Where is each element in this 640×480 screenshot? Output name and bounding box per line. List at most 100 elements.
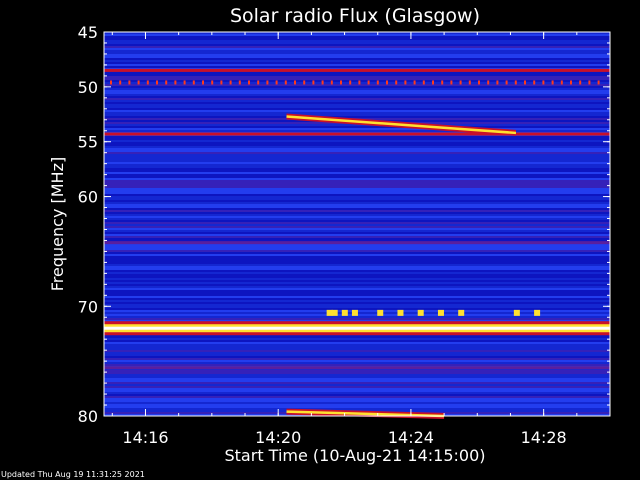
- heatmap-stripe: [104, 386, 610, 388]
- interference-dot: [441, 80, 444, 85]
- heatmap-stripe: [104, 98, 610, 100]
- heatmap-stripe: [104, 186, 610, 188]
- heatmap-stripe: [104, 180, 610, 182]
- interference-dot: [395, 80, 398, 85]
- heatmap-stripe: [104, 140, 610, 142]
- heatmap-stripe: [104, 56, 610, 58]
- heatmap-stripe: [104, 262, 610, 264]
- interference-dot: [358, 80, 361, 85]
- heatmap-stripe: [104, 344, 610, 346]
- heatmap-stripe: [104, 378, 610, 380]
- heatmap-stripe: [104, 102, 610, 104]
- interference-burst: [513, 309, 520, 316]
- heatmap-stripe: [104, 246, 610, 248]
- constant-band: [104, 326, 610, 330]
- heatmap-stripe: [104, 264, 610, 266]
- heatmap-stripe: [104, 182, 610, 184]
- heatmap-stripe: [104, 82, 610, 84]
- y-tick-label: 80: [78, 407, 98, 426]
- interference-dot: [514, 80, 517, 85]
- heatmap-stripe: [104, 398, 610, 400]
- heatmap-stripe: [104, 274, 610, 276]
- heatmap-stripe: [104, 80, 610, 82]
- interference-burst: [534, 309, 541, 316]
- heatmap-stripe: [104, 104, 610, 106]
- y-tick-label: 60: [78, 188, 98, 207]
- heatmap-stripe: [104, 254, 610, 256]
- heatmap-stripe: [104, 286, 610, 288]
- heatmap-stripe: [104, 188, 610, 190]
- heatmap-stripe: [104, 214, 610, 216]
- interference-dot: [119, 80, 122, 85]
- interference-dot: [110, 80, 112, 85]
- constant-band: [104, 241, 610, 245]
- y-axis: 45 50 55 60 70 80: [78, 23, 610, 426]
- heatmap-stripe: [104, 92, 610, 94]
- interference-dot: [560, 80, 563, 85]
- heatmap-stripe: [104, 268, 610, 270]
- heatmap-stripe: [104, 402, 610, 404]
- heatmap-stripe: [104, 256, 610, 258]
- interference-dot: [156, 80, 158, 85]
- heatmap-stripe: [104, 124, 610, 126]
- x-tick-label: 14:16: [122, 428, 168, 447]
- heatmap-stripe: [104, 390, 610, 392]
- interference-dot: [312, 80, 315, 85]
- interference-burst: [331, 309, 338, 316]
- heatmap-stripe: [104, 224, 610, 226]
- heatmap-stripe: [104, 114, 610, 116]
- plot-frame: [103, 31, 611, 417]
- heatmap-stripe: [104, 370, 610, 372]
- heatmap-stripe: [104, 270, 610, 272]
- heatmap-stripe: [104, 148, 610, 150]
- heatmap-stripe: [104, 244, 610, 246]
- y-tick-label: 50: [78, 78, 98, 97]
- x-tick-label: 14:20: [255, 428, 301, 447]
- heatmap-stripe: [104, 218, 610, 220]
- heatmap-stripe: [104, 166, 610, 168]
- heatmap-stripe: [104, 112, 610, 114]
- heatmap-stripe: [104, 146, 610, 148]
- heatmap-stripe: [104, 138, 610, 140]
- heatmap-stripe: [104, 164, 610, 166]
- heatmap-stripe: [104, 48, 610, 50]
- heatmap-stripe: [104, 320, 610, 322]
- heatmap-stripe: [104, 86, 610, 88]
- heatmap-stripe: [104, 290, 610, 292]
- interference-dot: [579, 80, 582, 85]
- heatmap-stripe: [104, 176, 610, 178]
- interference-dot: [192, 80, 195, 85]
- heatmap-stripe: [104, 400, 610, 402]
- interference-burst: [377, 309, 384, 316]
- interference-dot: [340, 80, 342, 85]
- heatmap-stripe: [104, 372, 610, 374]
- heatmap-stripe: [104, 72, 610, 74]
- interference-dot: [422, 80, 425, 85]
- heatmap-stripe: [104, 52, 610, 54]
- interference-dot: [174, 80, 177, 85]
- interference-dot: [588, 80, 591, 85]
- heatmap-stripe: [104, 300, 610, 302]
- heatmap-stripe: [104, 168, 610, 170]
- heatmap-stripe: [104, 392, 610, 394]
- interference-dot: [459, 80, 462, 85]
- interference-dot: [211, 80, 214, 85]
- interference-dot: [330, 80, 333, 85]
- heatmap-stripe: [104, 282, 610, 284]
- heatmap-stripe: [104, 232, 610, 234]
- heatmap-stripe: [104, 110, 610, 112]
- interference-burst: [351, 309, 358, 316]
- heatmap-stripe: [104, 406, 610, 408]
- interference-dot: [496, 80, 499, 85]
- heatmap-stripe: [104, 62, 610, 64]
- interference-dot: [275, 80, 278, 85]
- heatmap-stripe: [104, 154, 610, 156]
- interference-dot: [146, 80, 149, 85]
- interference-burst: [341, 309, 348, 316]
- interference-dot: [137, 80, 140, 85]
- heatmap-stripe: [104, 46, 610, 48]
- interference-dot: [257, 80, 260, 85]
- heatmap-stripe: [104, 78, 610, 80]
- heatmap-stripe: [104, 96, 610, 98]
- heatmap-stripe: [104, 198, 610, 200]
